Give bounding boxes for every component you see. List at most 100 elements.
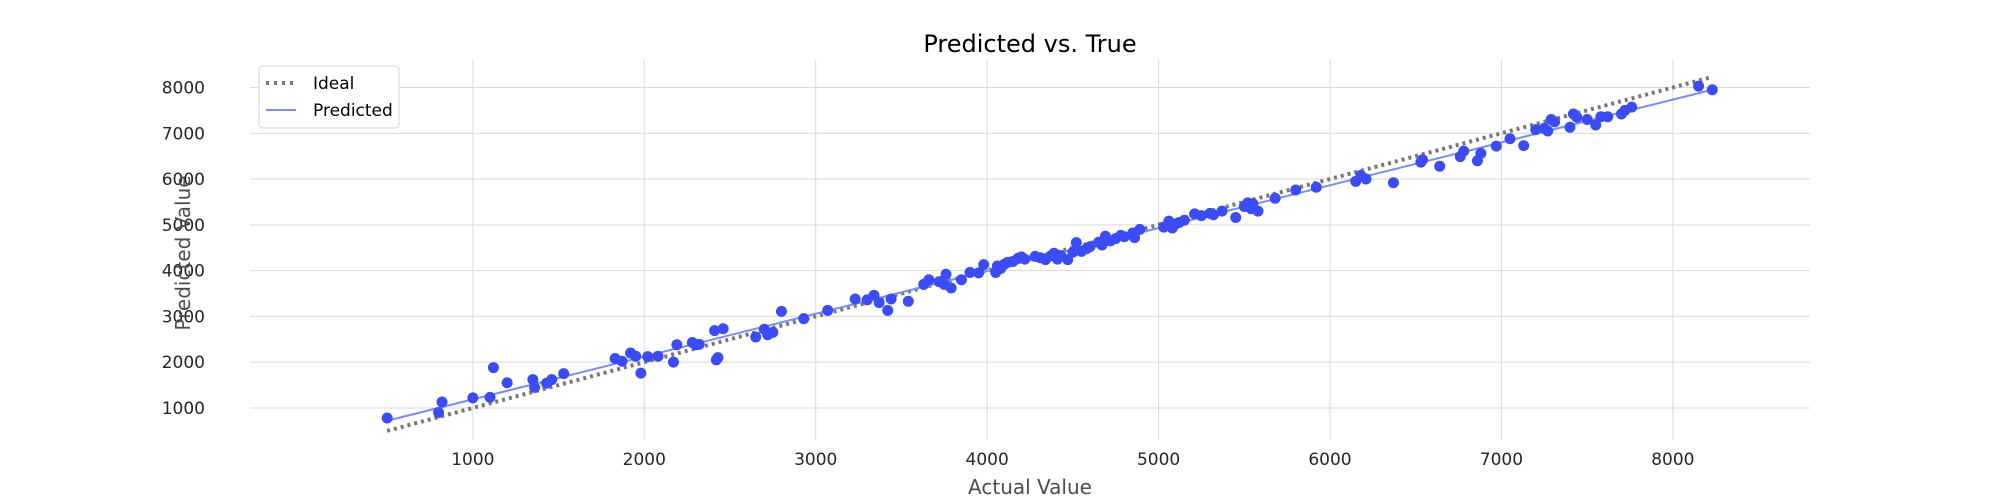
data-point — [1118, 231, 1130, 243]
data-point — [1417, 154, 1429, 166]
data-point — [529, 381, 541, 393]
data-point — [436, 396, 448, 408]
data-point — [558, 368, 570, 380]
legend-box — [258, 65, 400, 129]
y-axis-title: Predicted Value — [171, 175, 195, 330]
data-point — [945, 282, 957, 294]
x-tick-label: 8000 — [1651, 450, 1694, 470]
data-point — [973, 267, 985, 279]
data-point — [546, 374, 558, 386]
data-point — [1564, 121, 1576, 133]
data-point — [1096, 239, 1108, 251]
legend-ideal-label: Ideal — [313, 74, 354, 94]
data-point — [1230, 211, 1242, 223]
data-point — [1571, 111, 1583, 123]
data-point — [1530, 124, 1542, 136]
data-point — [750, 331, 762, 343]
data-point — [1216, 205, 1228, 217]
data-point — [1360, 173, 1372, 185]
data-point — [1590, 119, 1602, 131]
data-point — [1207, 209, 1219, 221]
data-point — [1195, 210, 1207, 222]
data-point — [1626, 101, 1638, 113]
y-tick-label: 1000 — [162, 399, 205, 419]
y-tick-label: 4000 — [162, 262, 205, 282]
y-tick-label: 5000 — [162, 216, 205, 236]
data-point — [1602, 111, 1614, 123]
data-point — [433, 407, 445, 419]
data-point — [1084, 241, 1096, 253]
data-point — [882, 304, 894, 316]
data-point — [902, 295, 914, 307]
data-point — [767, 326, 779, 338]
y-tick-labels: 1000 2000 3000 4000 5000 6000 7000 8000 — [162, 78, 205, 418]
data-point — [1504, 133, 1516, 145]
x-axis-title: Actual Value — [968, 475, 1092, 499]
scatter-points — [381, 80, 1718, 424]
data-point — [1290, 184, 1302, 196]
y-tick-label: 2000 — [162, 353, 205, 373]
y-tick-label: 6000 — [162, 170, 205, 190]
data-point — [709, 325, 721, 337]
data-point — [693, 338, 705, 350]
data-point — [775, 305, 787, 317]
data-point — [1434, 160, 1446, 172]
data-point — [873, 297, 885, 309]
data-point — [1490, 140, 1502, 152]
y-tick-label: 7000 — [162, 124, 205, 144]
gridlines — [250, 60, 1810, 440]
x-tick-label: 2000 — [623, 450, 666, 470]
data-point — [885, 293, 897, 305]
data-point — [1693, 80, 1705, 92]
data-point — [1542, 125, 1554, 137]
data-point — [1178, 214, 1190, 226]
data-point — [642, 351, 654, 363]
chart-title: Predicted vs. True — [923, 30, 1136, 58]
data-point — [1019, 253, 1031, 265]
data-point — [381, 412, 393, 424]
data-point — [616, 355, 628, 367]
data-point — [717, 323, 729, 335]
legend: Ideal Predicted — [258, 65, 400, 129]
data-point — [923, 274, 935, 286]
data-point — [467, 392, 479, 404]
y-tick-label: 8000 — [162, 78, 205, 98]
ideal-line — [386, 75, 1713, 433]
x-tick-label: 7000 — [1480, 450, 1523, 470]
y-tick-label: 3000 — [162, 307, 205, 327]
data-point — [1549, 116, 1561, 128]
data-point — [978, 259, 990, 271]
data-point — [964, 266, 976, 278]
data-point — [652, 350, 664, 362]
x-tick-labels: 1000 2000 3000 4000 5000 6000 7000 8000 — [451, 450, 1694, 470]
data-point — [671, 339, 683, 351]
data-point — [501, 377, 513, 389]
data-point — [487, 362, 499, 374]
data-point — [667, 356, 679, 368]
x-tick-label: 3000 — [794, 450, 837, 470]
data-point — [1458, 145, 1470, 157]
x-tick-label: 4000 — [966, 450, 1009, 470]
data-point — [1475, 147, 1487, 159]
data-point — [798, 313, 810, 325]
data-point — [822, 304, 834, 316]
data-point — [940, 268, 952, 280]
data-point — [1269, 192, 1281, 204]
data-point — [1252, 205, 1264, 217]
data-point — [712, 352, 724, 364]
data-point — [955, 274, 967, 286]
x-tick-label: 6000 — [1308, 450, 1351, 470]
x-tick-label: 1000 — [451, 450, 494, 470]
data-point — [1129, 232, 1141, 244]
data-point — [635, 367, 647, 379]
legend-predicted-label: Predicted — [313, 101, 393, 121]
data-point — [1387, 177, 1399, 189]
data-point — [1134, 223, 1146, 235]
data-point — [1070, 237, 1082, 249]
data-point — [849, 293, 861, 305]
data-point — [1518, 140, 1530, 152]
x-tick-label: 5000 — [1137, 450, 1180, 470]
data-point — [1310, 181, 1322, 193]
data-point — [1581, 114, 1593, 126]
